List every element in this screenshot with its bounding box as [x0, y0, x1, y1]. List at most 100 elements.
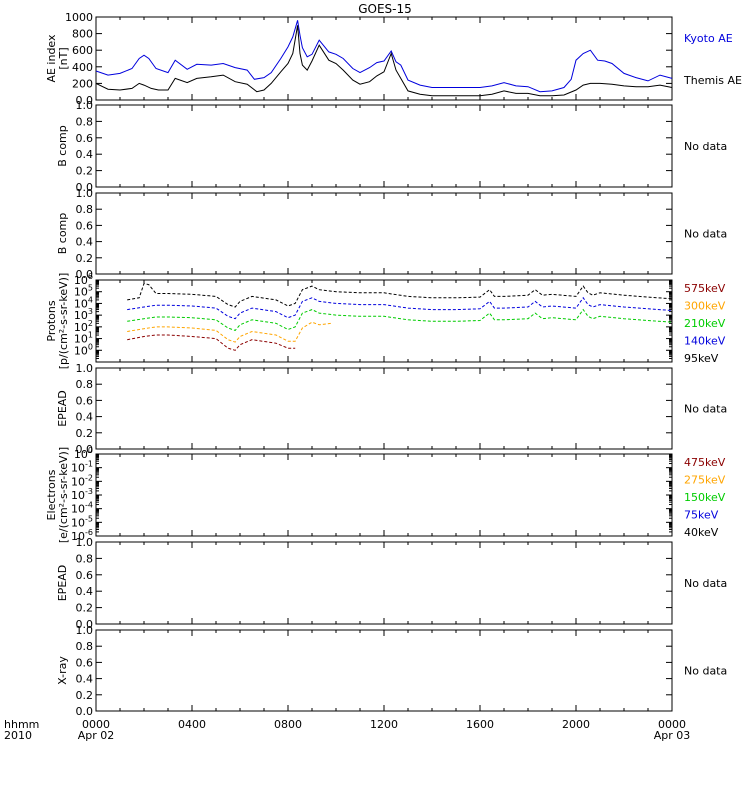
- panel-frame: [95, 192, 673, 275]
- y-tick-exponent: 1: [88, 331, 93, 340]
- y-tick-label: 0.8: [76, 552, 94, 565]
- y-axis-label: [p/(cm²-s-sr-keV)]: [57, 273, 70, 370]
- y-tick-label: 0.0: [76, 705, 94, 718]
- series-210kev: [127, 308, 673, 331]
- x-tick-label: 1600: [466, 718, 494, 731]
- y-tick-exponent: -1: [85, 460, 93, 469]
- y-axis-label: [nT]: [57, 47, 70, 69]
- legend-75kev: 75keV: [684, 509, 719, 522]
- y-tick-label: 1.0: [76, 362, 94, 375]
- y-axis-label: [e/(cm²-s-sr-keV)]: [57, 447, 70, 543]
- y-tick-label: 0.2: [76, 165, 94, 178]
- legend-140kev: 140keV: [684, 335, 726, 348]
- series-95kev: [127, 282, 673, 308]
- y-tick-label: 0.0: [76, 268, 94, 281]
- legend-40kev: 40keV: [684, 526, 719, 539]
- panel-b1: 0.0 0.2 0.4 0.6 0.8 1.0 B comp No data: [56, 99, 727, 194]
- panel-frame: [95, 367, 673, 450]
- plot-title: GOES-15: [358, 2, 412, 16]
- y-tick-exponent: 0: [88, 342, 93, 351]
- x-tick-label: 2000: [562, 718, 590, 731]
- y-tick-exponent: 5: [88, 284, 93, 293]
- y-tick-exponent: -2: [85, 473, 93, 482]
- legend-kyoto-ae: Kyoto AE: [684, 32, 733, 45]
- y-tick-label: 0.0: [76, 94, 94, 107]
- y-tick-exponent: -4: [85, 501, 93, 510]
- y-axis-label: AE index: [45, 34, 58, 83]
- no-data-label: No data: [684, 665, 727, 678]
- y-tick-label: 0.8: [76, 203, 94, 216]
- y-tick-exponent: -3: [85, 487, 93, 496]
- y-tick-label: 0.6: [76, 132, 94, 145]
- y-axis-label: Electrons: [45, 469, 58, 520]
- y-axis-label: Protons: [45, 300, 58, 341]
- no-data-label: No data: [684, 228, 727, 241]
- legend-150kev: 150keV: [684, 491, 726, 504]
- y-tick-exponent: -6: [85, 528, 93, 537]
- y-tick-label: 1.0: [76, 624, 94, 637]
- legend-themis-ae: Themis AE: [683, 74, 742, 87]
- series-themis-ae: [95, 25, 673, 97]
- time-axis-corner-hhmm: hhmm: [4, 718, 39, 731]
- y-tick-label: 0.2: [76, 689, 94, 702]
- x-tick-label: 0000: [82, 718, 110, 731]
- time-axis-corner-year: 2010: [4, 729, 32, 742]
- y-tick-label: 0.6: [76, 219, 94, 232]
- y-tick-label: 1000: [65, 11, 93, 24]
- no-data-label: No data: [684, 140, 727, 153]
- panel-xray: 0.0 0.2 0.4 0.6 0.8 1.0 X-ray No data: [56, 624, 727, 718]
- no-data-label: No data: [684, 577, 727, 590]
- y-tick-label: 800: [72, 28, 93, 41]
- y-tick-label: 0.8: [76, 378, 94, 391]
- y-axis-label: B comp: [56, 125, 69, 167]
- panel-epead1: 0.0 0.2 0.4 0.6 0.8 1.0 EPEAD No data: [56, 362, 727, 456]
- y-tick-label: 0.6: [76, 656, 94, 669]
- y-tick-label: 200: [72, 77, 93, 90]
- panel-frame: [95, 541, 673, 625]
- y-tick-label: 0.4: [76, 673, 94, 686]
- no-data-label: No data: [684, 403, 727, 416]
- panel-ae: 0.0 200 400 600 800 1000 AE index [nT] Kyoto AE T…: [45, 11, 742, 107]
- y-tick-label: 0.2: [76, 427, 94, 440]
- panel-frame: [95, 16, 673, 101]
- legend-95kev: 95keV: [684, 352, 719, 365]
- y-tick-label: 400: [72, 61, 93, 74]
- y-tick-exponent: 0: [88, 446, 93, 455]
- legend-210kev: 210keV: [684, 317, 726, 330]
- series-kyoto-ae: [95, 20, 673, 93]
- legend-475kev: 475keV: [684, 456, 726, 469]
- y-tick-label: 1.0: [76, 99, 94, 112]
- y-tick-label: 0.4: [76, 148, 94, 161]
- y-tick-label: 0.4: [76, 236, 94, 249]
- y-tick-label: 0.6: [76, 569, 94, 582]
- panel-frame: [95, 629, 673, 712]
- series-140kev: [127, 296, 673, 320]
- legend-575kev: 575keV: [684, 282, 726, 295]
- y-tick-label: 0.2: [76, 602, 94, 615]
- y-tick-label: 1.0: [76, 536, 94, 549]
- y-tick-label: 600: [72, 44, 93, 57]
- x-tick-label: 1200: [370, 718, 398, 731]
- x-tick-label: 0800: [274, 718, 302, 731]
- panel-b2: 0.0 0.2 0.4 0.6 0.8 1.0 B comp No data: [56, 187, 727, 281]
- y-tick-label: 0.8: [76, 640, 94, 653]
- y-axis-label: EPEAD: [56, 390, 69, 427]
- y-tick-label: 0.4: [76, 411, 94, 424]
- x-tick-date-label: Apr 03: [654, 729, 691, 742]
- panel-frame: [95, 104, 673, 188]
- y-tick-exponent: -5: [85, 514, 93, 523]
- x-tick-label: 0000: [658, 718, 686, 731]
- series-300kev: [127, 321, 332, 343]
- y-tick-label: 0.2: [76, 252, 94, 265]
- legend-275kev: 275keV: [684, 474, 726, 487]
- y-tick-exponent: 3: [88, 307, 93, 316]
- y-axis-label: X-ray: [56, 656, 69, 685]
- y-axis-label: EPEAD: [56, 565, 69, 602]
- legend-300kev: 300keV: [684, 300, 726, 313]
- y-tick-exponent: 2: [88, 319, 93, 328]
- panel-epead2: 0.0 0.2 0.4 0.6 0.8 1.0 EPEAD No data: [56, 536, 727, 631]
- y-tick-label: 0.0: [76, 181, 94, 194]
